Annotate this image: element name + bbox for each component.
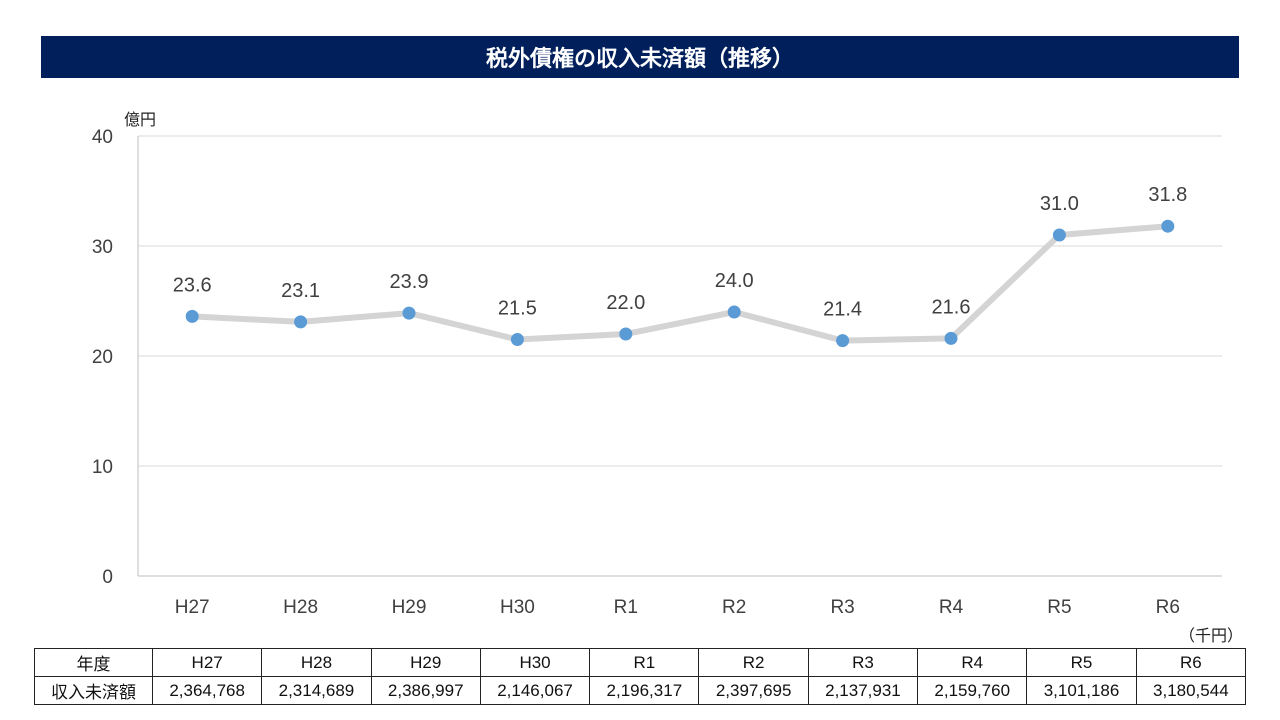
table-header-label: 年度 xyxy=(34,648,153,677)
y-tick-label: 0 xyxy=(102,567,113,588)
data-point xyxy=(944,331,958,345)
chart-title-banner: 税外債権の収入未済額（推移） xyxy=(41,36,1239,78)
table-value-cell: 2,386,997 xyxy=(370,676,481,705)
table-year-cell: R6 xyxy=(1135,648,1247,677)
data-label: 24.0 xyxy=(715,270,754,292)
data-table: 年度 H27 H28 H29 H30 R1 R2 R3 R4 R5 R6 収入未済額 2,364,… xyxy=(34,648,1247,705)
table-year-cell: H27 xyxy=(151,648,263,677)
table-value-row: 収入未済額 2,364,768 2,314,689 2,386,997 2,146,0… xyxy=(34,676,1247,705)
data-point xyxy=(1052,228,1066,242)
x-tick-label: H28 xyxy=(283,597,318,618)
table-year-cell: R2 xyxy=(698,648,809,677)
x-tick-label: R2 xyxy=(722,597,746,618)
data-point xyxy=(402,306,416,320)
table-row-label: 収入未済額 xyxy=(34,676,153,705)
x-tick-label: R3 xyxy=(830,597,854,618)
table-value-cell: 2,137,931 xyxy=(807,676,919,705)
table-year-cell: R5 xyxy=(1026,648,1137,677)
table-value-cell: 2,364,768 xyxy=(151,676,263,705)
table-value-cell: 2,196,317 xyxy=(589,676,700,705)
data-point xyxy=(510,333,524,346)
data-label: 22.0 xyxy=(606,292,645,314)
x-tick-label: R6 xyxy=(1156,597,1180,618)
y-tick-label: 30 xyxy=(92,237,113,258)
table-value-cell: 2,159,760 xyxy=(917,676,1028,705)
table-year-cell: H28 xyxy=(261,648,372,677)
series-line xyxy=(189,223,1171,344)
x-tick-label: R5 xyxy=(1047,597,1071,618)
y-tick-label: 40 xyxy=(92,127,113,148)
data-label: 31.0 xyxy=(1040,193,1079,215)
y-axis-unit-label: 億円 xyxy=(124,110,156,129)
x-tick-label: H29 xyxy=(392,597,427,618)
table-year-cell: H29 xyxy=(370,648,481,677)
table-value-cell: 3,180,544 xyxy=(1135,676,1247,705)
table-unit-note: （千円） xyxy=(1178,626,1243,645)
table-year-cell: R3 xyxy=(807,648,919,677)
x-tick-label: R4 xyxy=(939,597,964,618)
table-year-cell: H30 xyxy=(479,648,591,677)
data-label: 23.1 xyxy=(281,280,320,302)
data-point xyxy=(294,315,308,329)
data-point xyxy=(836,334,850,348)
table-value-cell: 2,146,067 xyxy=(479,676,591,705)
table-value-cell: 2,397,695 xyxy=(698,676,809,705)
x-tick-label: R1 xyxy=(614,597,638,618)
table-header-row: 年度 H27 H28 H29 H30 R1 R2 R3 R4 R5 R6 xyxy=(34,648,1247,677)
y-tick-label: 20 xyxy=(92,347,113,368)
data-point xyxy=(619,327,633,341)
x-tick-label: H30 xyxy=(500,597,535,618)
data-point xyxy=(727,305,741,319)
data-point xyxy=(185,309,199,323)
chart-title: 税外債権の収入未済額（推移） xyxy=(485,47,794,72)
data-label: 23.6 xyxy=(173,274,212,296)
y-tick-label: 10 xyxy=(92,457,113,478)
data-point xyxy=(1161,219,1175,233)
data-label: 21.6 xyxy=(932,296,971,318)
table-year-cell: R1 xyxy=(589,648,700,677)
data-label: 21.4 xyxy=(823,299,862,321)
data-label: 23.9 xyxy=(390,271,429,293)
x-tick-label: H27 xyxy=(175,597,210,618)
table-value-cell: 3,101,186 xyxy=(1026,676,1137,705)
line-chart: 0 10 20 30 40 億円 H27 H28 H29 H30 R1 R2 R3 R4 R5 R6 23.6 2… xyxy=(92,110,1222,618)
data-label: 21.5 xyxy=(498,298,537,320)
table-value-cell: 2,314,689 xyxy=(261,676,372,705)
table-year-cell: R4 xyxy=(917,648,1028,677)
data-label: 31.8 xyxy=(1148,184,1187,206)
